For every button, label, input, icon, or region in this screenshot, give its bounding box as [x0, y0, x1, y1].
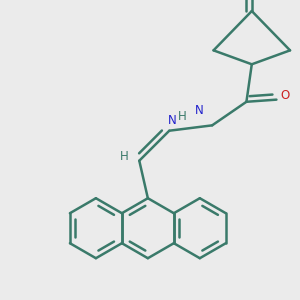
Text: N: N [168, 113, 177, 127]
Text: H: H [120, 150, 129, 163]
Text: N: N [195, 104, 204, 117]
Text: H: H [178, 110, 187, 123]
Text: O: O [280, 89, 290, 102]
